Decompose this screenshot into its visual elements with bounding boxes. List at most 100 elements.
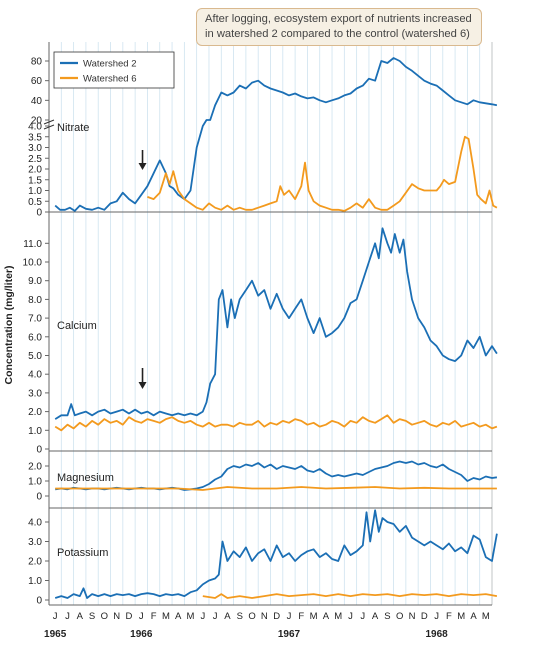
nitrate-tick-label: 40: [31, 96, 43, 107]
potassium-tick-label: 4.0: [28, 518, 42, 529]
calcium-watershed-2-line: [54, 227, 498, 420]
month-tick-label: S: [384, 611, 390, 622]
calcium-tick-label: 0: [36, 445, 42, 456]
month-tick-label: O: [101, 611, 108, 622]
nitrate-tick-label: 1.5: [28, 175, 42, 186]
nitrate-tick-label: 3.0: [28, 143, 42, 154]
calcium-panel-label: Calcium: [57, 320, 97, 332]
calcium-tick-label: 2.0: [28, 407, 42, 418]
month-tick-label: F: [298, 611, 304, 622]
nitrate-watershed-2-line: [54, 57, 498, 212]
legend-label-watershed-2: Watershed 2: [83, 59, 137, 70]
month-tick-label: A: [175, 611, 182, 622]
month-tick-label: N: [261, 611, 268, 622]
month-tick-label: J: [360, 611, 365, 622]
potassium-tick-label: 0: [36, 596, 42, 607]
calcium-watershed-6-line: [54, 414, 498, 432]
data-series: [54, 57, 498, 599]
nitrate-tick-label: 2.0: [28, 165, 42, 176]
legend-label-watershed-6: Watershed 6: [83, 74, 137, 85]
month-tick-label: A: [323, 611, 330, 622]
month-tick-label: D: [273, 611, 280, 622]
magnesium-watershed-6-line: [55, 486, 497, 491]
month-tick-label: M: [457, 611, 465, 622]
legend: Watershed 2 Watershed 6: [53, 51, 175, 89]
month-tick-label: D: [126, 611, 133, 622]
potassium-tick-label: 2.0: [28, 557, 42, 568]
month-tick-label: J: [348, 611, 353, 622]
nitrate-tick-label: 0: [36, 208, 42, 219]
callout-line-1: After logging, ecosystem export of nutri…: [205, 13, 472, 25]
month-tick-label: M: [162, 611, 170, 622]
callout-box: After logging, ecosystem export of nutri…: [196, 8, 482, 46]
month-tick-label: M: [482, 611, 490, 622]
year-label: 1968: [426, 629, 449, 640]
month-tick-label: J: [139, 611, 144, 622]
month-tick-label: N: [409, 611, 416, 622]
y-axis-label: Concentration (mg/liter): [3, 265, 15, 384]
y-axis-ticks: 00.51.01.52.02.53.03.54.02040608001.02.0…: [23, 57, 55, 607]
magnesium-tick-label: 0: [36, 492, 42, 503]
month-tick-label: M: [310, 611, 318, 622]
month-tick-label: F: [151, 611, 157, 622]
month-tick-label: N: [113, 611, 120, 622]
potassium-watershed-2-line: [54, 509, 498, 599]
year-label: 1966: [130, 629, 153, 640]
month-tick-label: J: [53, 611, 58, 622]
nitrate-tick-label: 1.0: [28, 186, 42, 197]
month-tick-label: A: [470, 611, 477, 622]
month-tick-label: F: [446, 611, 452, 622]
axis-break: [43, 119, 55, 130]
nitrate-tick-label: 2.5: [28, 154, 42, 165]
potassium-tick-label: 1.0: [28, 576, 42, 587]
magnesium-tick-label: 2.0: [28, 462, 42, 473]
nitrate-tick-label: 4.0: [28, 122, 42, 133]
month-tick-label: M: [187, 611, 195, 622]
nitrate-watershed-6-line: [147, 135, 498, 212]
calcium-tick-label: 1.0: [28, 426, 42, 437]
calcium-tick-label: 10.0: [23, 258, 43, 269]
month-tick-label: J: [200, 611, 205, 622]
callout-line-2: in watershed 2 compared to the control (…: [205, 28, 470, 40]
nitrate-tick-label: 80: [31, 57, 43, 68]
calcium-tick-label: 5.0: [28, 351, 42, 362]
month-tick-label: D: [421, 611, 428, 622]
logging-markers: [138, 150, 147, 389]
calcium-tick-label: 3.0: [28, 388, 42, 399]
calcium-tick-label: 6.0: [28, 332, 42, 343]
nitrate-panel-label: Nitrate: [57, 122, 89, 134]
year-label: 1967: [278, 629, 301, 640]
year-label: 1965: [44, 629, 67, 640]
calcium-tick-label: 8.0: [28, 295, 42, 306]
magnesium-tick-label: 1.0: [28, 477, 42, 488]
logging-arrow-head: [138, 163, 147, 170]
potassium-panel-label: Potassium: [57, 547, 108, 559]
month-tick-label: J: [434, 611, 439, 622]
nitrate-tick-label: 20: [31, 116, 43, 127]
month-tick-label: O: [248, 611, 255, 622]
month-tick-label: O: [396, 611, 403, 622]
panel-labels: Nitrate Calcium Magnesium Potassium: [57, 122, 114, 559]
calcium-tick-label: 7.0: [28, 314, 42, 325]
month-tick-label: A: [372, 611, 379, 622]
month-tick-label: M: [334, 611, 342, 622]
month-tick-label: A: [224, 611, 231, 622]
nitrate-tick-label: 0.5: [28, 197, 42, 208]
month-gridlines: [48, 42, 493, 605]
month-tick-label: J: [65, 611, 70, 622]
panel-frames: [48, 42, 493, 606]
calcium-tick-label: 9.0: [28, 276, 42, 287]
nitrate-tick-label: 60: [31, 76, 43, 87]
month-tick-label: J: [213, 611, 218, 622]
month-tick-label: S: [89, 611, 95, 622]
x-axis: J J A S O N D J F M A M J J A S O N D J F M A M J J A S O N D J F M A M1965…: [44, 611, 490, 640]
nitrate-tick-label: 3.5: [28, 132, 42, 143]
magnesium-panel-label: Magnesium: [57, 472, 114, 484]
month-tick-label: S: [237, 611, 243, 622]
potassium-tick-label: 3.0: [28, 537, 42, 548]
logging-arrow-head: [138, 382, 147, 389]
potassium-watershed-6-line: [202, 593, 498, 599]
month-tick-label: A: [77, 611, 84, 622]
month-tick-label: J: [287, 611, 292, 622]
